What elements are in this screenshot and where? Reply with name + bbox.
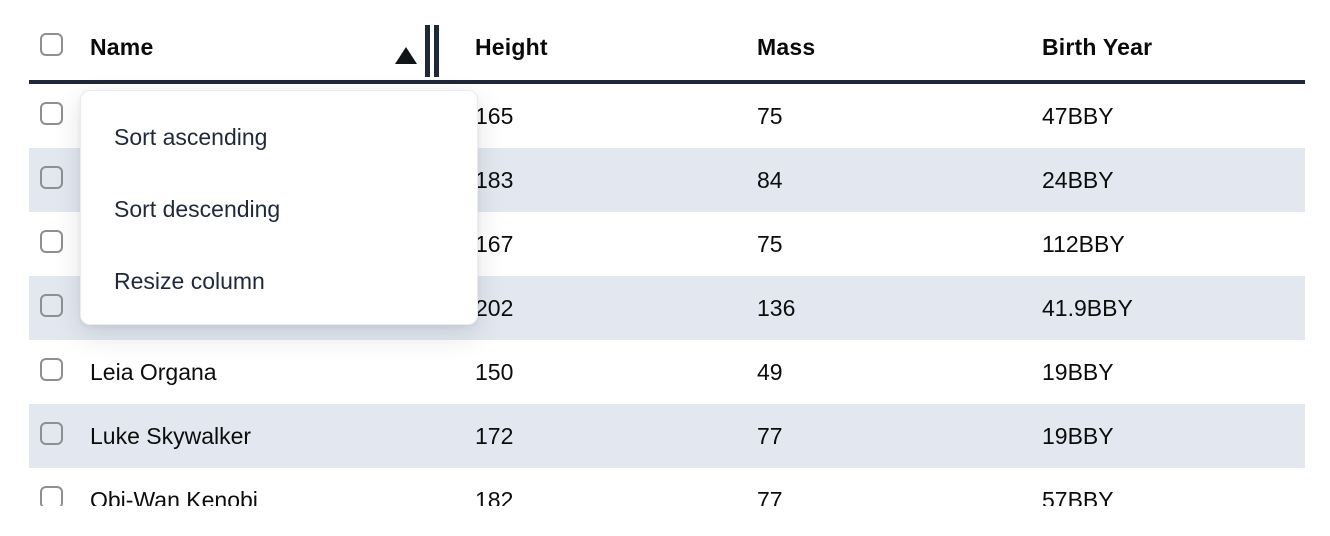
row-select-cell [29, 357, 90, 387]
row-select-cell [29, 421, 90, 451]
select-all-cell [29, 33, 90, 61]
column-context-menu: Sort ascending Sort descending Resize co… [80, 90, 478, 325]
row-select-cell [29, 101, 90, 131]
row-checkbox[interactable] [40, 421, 63, 445]
menu-item-sort-descending[interactable]: Sort descending [114, 195, 281, 222]
data-table: Name Height Mass Birth Year 165 75 47BBY [29, 0, 1305, 506]
row-checkbox[interactable] [40, 293, 63, 317]
cell-birth-year: 57BBY [1042, 486, 1114, 507]
cell-mass: 75 [757, 230, 783, 257]
row-checkbox[interactable] [40, 165, 63, 189]
resize-bar-icon [425, 25, 430, 77]
row-checkbox[interactable] [40, 229, 63, 253]
cell-birth-year: 24BBY [1042, 166, 1114, 193]
resize-bar-icon [434, 25, 439, 77]
cell-height: 183 [475, 166, 514, 193]
column-header-mass[interactable]: Mass [757, 33, 816, 60]
table-body: 165 75 47BBY 183 84 24BBY 167 75 112BBY [29, 84, 1305, 506]
row-checkbox[interactable] [40, 357, 63, 381]
cell-mass: 49 [757, 358, 783, 385]
cell-birth-year: 47BBY [1042, 102, 1114, 129]
table-row: Obi-Wan Kenobi 182 77 57BBY [29, 468, 1305, 506]
cell-height: 182 [475, 486, 514, 507]
column-header-name[interactable]: Name [90, 33, 154, 60]
row-select-cell [29, 229, 90, 259]
column-header-height[interactable]: Height [475, 33, 548, 60]
cell-height: 165 [475, 102, 514, 129]
sort-ascending-icon [395, 47, 417, 64]
row-checkbox[interactable] [40, 485, 63, 506]
cell-birth-year: 112BBY [1042, 230, 1125, 257]
cell-height: 172 [475, 422, 514, 449]
cell-mass: 77 [757, 486, 783, 507]
cell-height: 167 [475, 230, 514, 257]
row-select-cell [29, 485, 90, 506]
cell-name: Luke Skywalker [90, 422, 252, 449]
cell-birth-year: 19BBY [1042, 358, 1114, 385]
select-all-checkbox[interactable] [40, 33, 63, 56]
table-header-row: Name Height Mass Birth Year [29, 0, 1305, 84]
table-row: Luke Skywalker 172 77 19BBY [29, 404, 1305, 468]
menu-item-sort-ascending[interactable]: Sort ascending [114, 123, 268, 150]
cell-birth-year: 19BBY [1042, 422, 1114, 449]
cell-mass: 136 [757, 294, 796, 321]
column-resize-handle[interactable] [425, 25, 439, 77]
row-select-cell [29, 165, 90, 195]
row-select-cell [29, 293, 90, 323]
cell-name: Leia Organa [90, 358, 217, 385]
row-checkbox[interactable] [40, 101, 63, 125]
cell-mass: 84 [757, 166, 783, 193]
menu-item-resize-column[interactable]: Resize column [114, 267, 265, 294]
column-header-birth-year[interactable]: Birth Year [1042, 33, 1153, 60]
table-row: Leia Organa 150 49 19BBY [29, 340, 1305, 404]
cell-birth-year: 41.9BBY [1042, 294, 1133, 321]
cell-name: Obi-Wan Kenobi [90, 486, 258, 507]
cell-height: 150 [475, 358, 514, 385]
cell-height: 202 [475, 294, 514, 321]
cell-mass: 75 [757, 102, 783, 129]
cell-mass: 77 [757, 422, 783, 449]
